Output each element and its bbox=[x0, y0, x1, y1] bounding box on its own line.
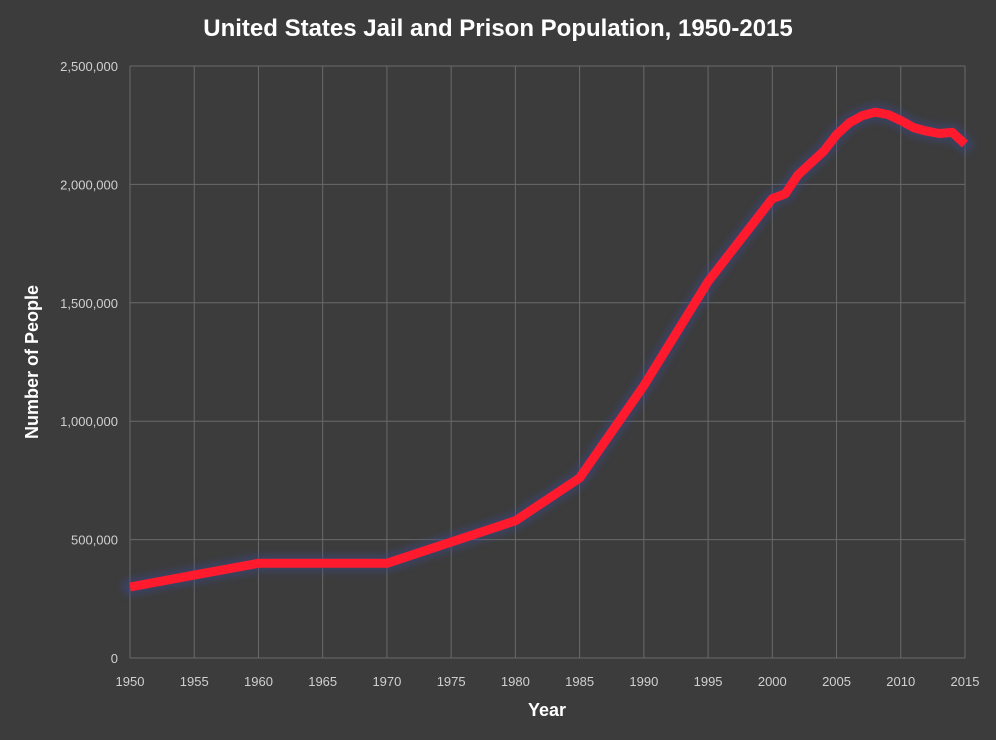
x-tick-label: 1950 bbox=[116, 674, 145, 689]
x-tick-label: 2010 bbox=[886, 674, 915, 689]
x-tick-label: 2015 bbox=[951, 674, 980, 689]
x-tick-label: 1970 bbox=[372, 674, 401, 689]
chart-title: United States Jail and Prison Population… bbox=[203, 15, 793, 42]
series-layer bbox=[122, 104, 973, 595]
y-tick-label: 2,000,000 bbox=[60, 177, 118, 192]
x-tick-label: 1955 bbox=[180, 674, 209, 689]
x-tick-label: 1965 bbox=[308, 674, 337, 689]
x-tick-label: 1980 bbox=[501, 674, 530, 689]
x-tick-label: 1960 bbox=[244, 674, 273, 689]
gridlines bbox=[129, 65, 966, 659]
series-line bbox=[129, 107, 969, 592]
x-tick-label: 1990 bbox=[629, 674, 658, 689]
y-tick-label: 500,000 bbox=[71, 533, 118, 548]
x-tick-label: 1975 bbox=[437, 674, 466, 689]
y-tick-label: 2,500,000 bbox=[60, 59, 118, 74]
x-tick-label: 1985 bbox=[565, 674, 594, 689]
x-tick-label: 2005 bbox=[822, 674, 851, 689]
y-tick-label: 0 bbox=[111, 651, 118, 666]
x-axis-title: Year bbox=[528, 700, 566, 720]
x-tick-label: 1995 bbox=[694, 674, 723, 689]
series-line-glow bbox=[122, 104, 973, 595]
tick-labels: 1950 1955 1960 1965 1970 1975 1980 1985 1990 1995… bbox=[60, 59, 979, 689]
y-tick-label: 1,000,000 bbox=[60, 414, 118, 429]
y-axis-title: Number of People bbox=[22, 285, 42, 439]
y-tick-label: 1,500,000 bbox=[60, 296, 118, 311]
x-tick-label: 2000 bbox=[758, 674, 787, 689]
